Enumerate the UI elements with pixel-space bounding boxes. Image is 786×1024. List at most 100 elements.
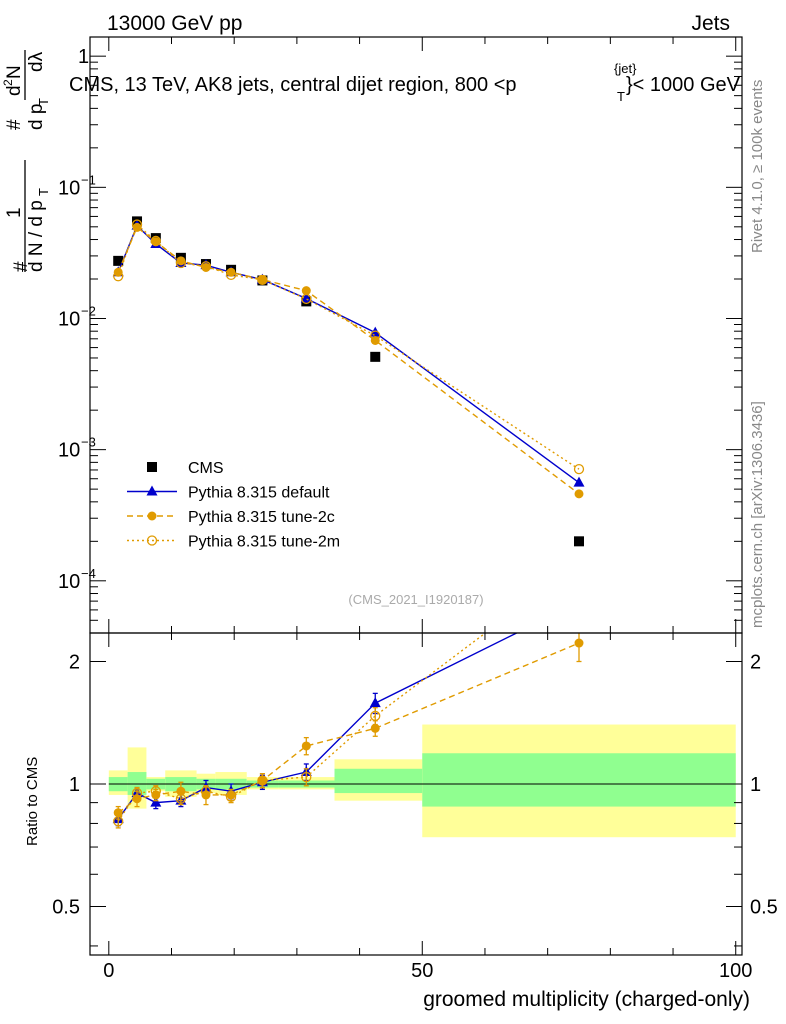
legend-marker [147, 511, 157, 521]
main-y-tick-label: 10 [58, 308, 80, 330]
ratio-clip-group [112, 558, 585, 829]
legend-label: Pythia 8.315 tune-2c [188, 509, 335, 526]
data-point-tune2c [226, 267, 236, 277]
data-point-tune2m [225, 269, 237, 281]
main-y-tick-label: 10 [58, 571, 80, 593]
ratio-plot-frame [89, 632, 743, 956]
legend-marker [146, 485, 158, 496]
ylabel-hash1: # [11, 261, 32, 272]
rivet-version-label: Rivet 4.1.0, ≥ 100k events [749, 80, 766, 253]
legend-item-tune2m: Pythia 8.315 tune-2m [127, 534, 340, 551]
ratio-y-tick-label: 0.5 [52, 896, 80, 918]
data-point-tune2m [175, 257, 187, 269]
ratio-axis-ticks: 0.5 0.5 1 1 2 2 0 50 100 [52, 633, 778, 982]
ratio-point-tune2m [257, 775, 268, 786]
data-point-default [300, 292, 312, 303]
main-y-tick-label: 1 [78, 46, 89, 68]
ratio-y-tick-label: 1 [69, 774, 80, 796]
band-inner [334, 768, 423, 794]
band-inner [127, 772, 147, 795]
legend-marker [147, 462, 157, 472]
mcplots-label: mcplots.cern.ch [arXiv:1306.3436] [749, 401, 766, 628]
ratio-point-default [150, 796, 162, 807]
main-series-layer [112, 216, 585, 547]
ratio-point-tune2m [225, 791, 237, 802]
ylabel-dndpt-sub: T [36, 188, 51, 196]
legend-marker [146, 535, 158, 546]
data-point-tune2c [574, 489, 584, 499]
main-y-axis-label: # 1 d N / d p T # d p T d 2 N dλ [1, 50, 51, 272]
legend-item-cms: CMS [147, 460, 224, 477]
ylabel-one: 1 [4, 207, 25, 218]
energy-label: 13000 GeV pp [107, 12, 242, 35]
data-point-tune2c [301, 286, 311, 296]
ratio-uncertainty-bands [108, 724, 736, 838]
ratio-point-tune2m [575, 558, 584, 567]
data-point-cms [370, 351, 381, 362]
plot-title: CMS, 13 TeV, AK8 jets, central dijet reg… [69, 74, 517, 96]
category-label: Jets [691, 12, 730, 35]
plot-title-sub: T [617, 89, 625, 104]
analysis-id: (CMS_2021_I1920187) [348, 592, 483, 607]
main-y-tick-exponent: −2 [81, 303, 96, 318]
ratio-series-layer [112, 558, 585, 829]
data-point-cms [574, 536, 584, 547]
data-point-tune2c [132, 222, 142, 232]
ylabel-d2n-exp: 2 [1, 79, 15, 86]
ratio-series-tune2m [113, 558, 584, 829]
ratio-point-tune2c [370, 723, 380, 733]
ratio-point-tune2m [370, 710, 381, 722]
ratio-y-tick-label-right: 0.5 [750, 896, 778, 918]
x-axis-label: groomed multiplicity (charged-only) [423, 988, 750, 1011]
ratio-y-tick-label-right: 2 [750, 652, 761, 674]
ylabel-d2n-d: d [4, 85, 25, 96]
main-y-tick-exponent: −3 [81, 435, 96, 450]
series-tune2m [113, 219, 585, 475]
ylabel-d2n-n: N [4, 65, 25, 79]
ylabel-hash2: # [4, 119, 25, 130]
plot-title-sup: {jet} [614, 61, 637, 76]
ratio-y-axis-label: Ratio to CMS [24, 757, 41, 846]
x-tick-label: 100 [719, 960, 752, 982]
data-point-cms [113, 255, 124, 266]
band-inner [422, 753, 736, 807]
legend-item-tune2c: Pythia 8.315 tune-2c [127, 509, 335, 526]
ratio-y-tick-label: 2 [69, 652, 80, 674]
data-point-default [573, 476, 585, 487]
ratio-y-tick-label-right: 1 [750, 774, 761, 796]
ratio-point-tune2m [150, 786, 161, 797]
legend-label: Pythia 8.315 default [188, 485, 330, 502]
ratio-point-tune2m [301, 771, 312, 783]
plot-title-main: CMS, 13 TeV, AK8 jets, central dijet reg… [69, 74, 517, 96]
ylabel-dpt: d p [26, 104, 47, 130]
main-y-tick-exponent: −4 [81, 566, 96, 581]
data-point-tune2m [131, 219, 143, 230]
legend-label: CMS [188, 460, 224, 477]
series-line-tune2m [117, 223, 580, 470]
ratio-point-tune2c [301, 741, 311, 751]
ratio-point-default [369, 697, 381, 708]
x-tick-label: 0 [103, 960, 114, 982]
ratio-point-tune2c [574, 638, 584, 648]
legend: CMS Pythia 8.315 default Pythia 8.315 tune… [127, 460, 340, 551]
ratio-point-default [574, 596, 585, 606]
ratio-point-tune2m [200, 786, 212, 797]
data-point-tune2m [370, 330, 381, 341]
main-y-tick-label: 10 [58, 440, 80, 462]
data-point-tune2m [200, 261, 212, 272]
data-point-tune2m [301, 293, 312, 305]
main-axis-ticks: 110−110−210−310−4 [58, 37, 742, 634]
main-y-tick-exponent: −1 [81, 172, 96, 187]
data-point-tune2m [257, 274, 268, 286]
ratio-line-tune2m [117, 633, 487, 822]
ratio-line-tune2c [117, 642, 580, 814]
ratio-point-tune2m [175, 793, 187, 804]
data-point-tune2m [113, 271, 124, 282]
data-point-tune2m [573, 464, 585, 475]
plot-title-end: }< 1000 GeV [626, 74, 741, 96]
ylabel-dpt-sub: T [36, 98, 51, 106]
series-line-tune2c [117, 226, 580, 495]
x-tick-label: 50 [411, 960, 433, 982]
ratio-point-tune2m [131, 787, 143, 799]
